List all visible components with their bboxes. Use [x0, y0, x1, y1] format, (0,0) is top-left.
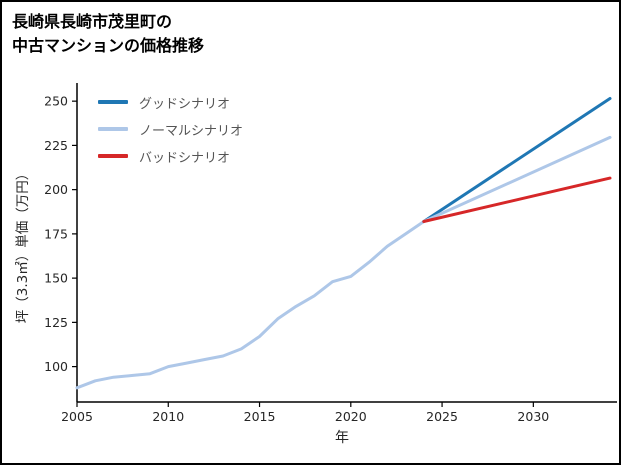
legend-label-normal-scenario: ノーマルシナリオ — [139, 123, 244, 139]
chart-title-line2: 中古マンションの価格推移 — [12, 36, 205, 55]
svg-text:2025: 2025 — [426, 409, 458, 424]
legend-swatch-normal-scenario — [98, 127, 128, 131]
svg-text:100: 100 — [44, 359, 68, 374]
chart-title: 長崎県長崎市茂里町の 中古マンションの価格推移 — [12, 10, 204, 58]
svg-text:125: 125 — [44, 315, 68, 330]
chart-title-line1: 長崎県長崎市茂里町の — [12, 12, 173, 31]
svg-text:175: 175 — [44, 226, 68, 241]
legend-item-bad-scenario: バッドシナリオ — [98, 148, 243, 166]
svg-text:150: 150 — [44, 271, 68, 286]
legend-label-bad-scenario: バッドシナリオ — [139, 150, 231, 166]
legend-swatch-good-scenario — [98, 100, 128, 104]
y-axis-title: 坪（3.3㎡）単価（万円） — [15, 166, 31, 324]
svg-text:2030: 2030 — [517, 409, 549, 424]
x-axis-title: 年 — [335, 430, 349, 446]
legend-label-good-scenario: グッドシナリオ — [139, 96, 231, 112]
svg-text:225: 225 — [44, 138, 68, 153]
legend-item-good-scenario: グッドシナリオ — [98, 94, 243, 112]
svg-text:2020: 2020 — [335, 409, 367, 424]
legend-swatch-bad-scenario — [98, 154, 128, 158]
svg-text:200: 200 — [44, 182, 68, 197]
svg-text:2005: 2005 — [61, 409, 93, 424]
svg-text:2015: 2015 — [244, 409, 276, 424]
svg-text:250: 250 — [44, 94, 68, 109]
chart-legend: グッドシナリオ ノーマルシナリオ バッドシナリオ — [98, 94, 244, 166]
legend-item-normal-scenario: ノーマルシナリオ — [98, 121, 244, 139]
svg-text:2010: 2010 — [152, 409, 184, 424]
